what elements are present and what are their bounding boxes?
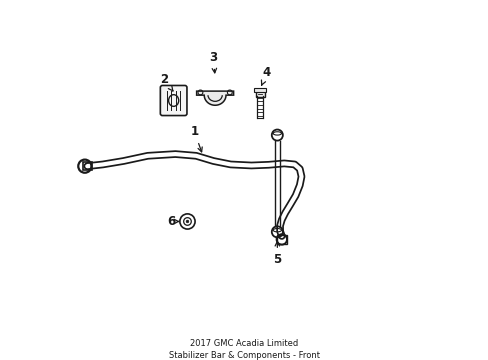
Text: 6: 6 <box>167 215 178 228</box>
Polygon shape <box>196 91 233 105</box>
Text: 2: 2 <box>160 73 173 91</box>
Circle shape <box>186 220 188 223</box>
Text: 4: 4 <box>261 66 270 85</box>
FancyBboxPatch shape <box>255 90 264 97</box>
Text: 5: 5 <box>273 242 281 266</box>
Text: 1: 1 <box>190 125 202 152</box>
FancyBboxPatch shape <box>253 89 265 91</box>
FancyBboxPatch shape <box>160 85 186 116</box>
Text: 3: 3 <box>209 51 217 73</box>
Text: 2017 GMC Acadia Limited
Stabilizer Bar & Components - Front: 2017 GMC Acadia Limited Stabilizer Bar &… <box>169 339 319 360</box>
